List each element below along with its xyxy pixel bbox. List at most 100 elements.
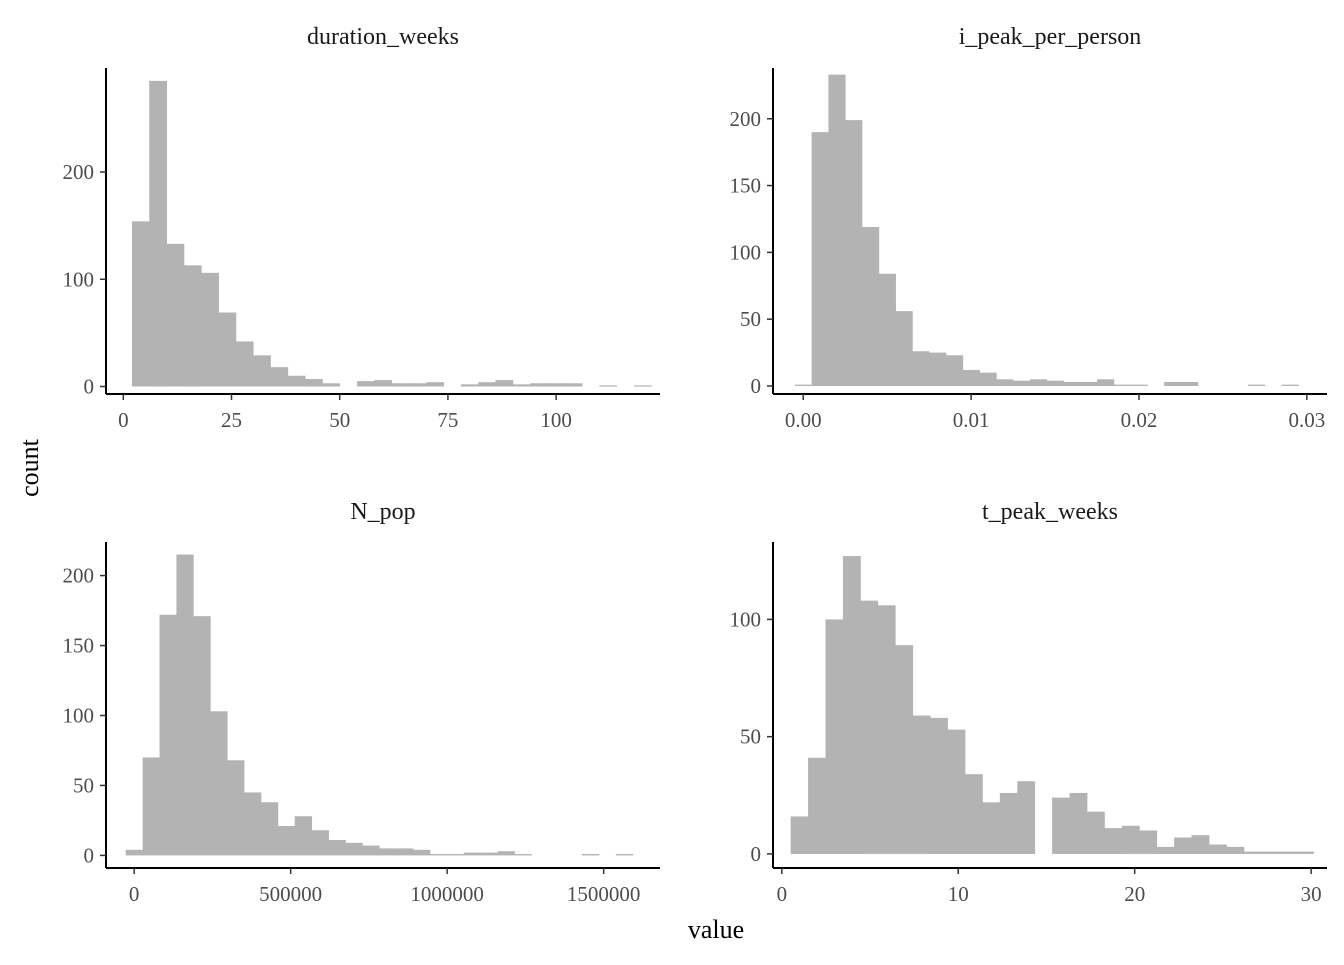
x-tick-label: 30 [1301, 882, 1322, 906]
histogram-bar [305, 378, 323, 387]
histogram-bar [962, 369, 980, 386]
histogram-bar [979, 372, 997, 386]
histogram-bar [193, 616, 211, 856]
x-tick-label: 25 [221, 408, 242, 432]
histogram-bar [1261, 851, 1280, 854]
histogram-bar [1281, 384, 1299, 386]
histogram-bar [1052, 797, 1070, 854]
panel-duration-weeks: duration_weeks 0 100 200 0 25 50 75 100 [63, 24, 660, 432]
y-axis-title: count [15, 438, 44, 497]
y-tick-label: 0 [84, 843, 95, 867]
histogram-bar [142, 757, 160, 856]
histogram-bar [861, 226, 880, 386]
histogram-bar [1046, 380, 1064, 386]
x-tick-label: 0.00 [785, 408, 822, 432]
histogram-bar [362, 845, 380, 856]
histogram-bar [1209, 844, 1227, 854]
x-tick-label: 50 [329, 408, 350, 432]
panel-i-peak-per-person: i_peak_per_person 0 50 100 150 200 0.00 0.01 0.0… [730, 24, 1327, 432]
histogram-bar [1113, 384, 1131, 386]
histogram-bar [253, 355, 271, 387]
x-tick-label: 1500000 [567, 882, 641, 906]
histogram-bar [166, 243, 185, 387]
x-tick-label: 0.03 [1288, 408, 1325, 432]
histogram-bar [294, 816, 313, 856]
histogram-bar [460, 384, 479, 387]
histogram-bar [413, 849, 431, 856]
histogram-bar [201, 272, 219, 387]
y-tick-label: 100 [730, 607, 762, 631]
histogram-bar [1017, 781, 1036, 854]
histogram-bar [176, 554, 194, 856]
histogram-bar [1063, 381, 1081, 386]
histogram-bar [945, 355, 964, 386]
histogram-bar [877, 605, 896, 854]
histogram-bar [947, 729, 966, 854]
histogram-bar [1139, 830, 1158, 854]
histogram-bar [634, 385, 652, 387]
histogram-bar [345, 842, 363, 856]
histogram-bar [497, 851, 515, 856]
histogram-bar [530, 383, 548, 387]
histogram-bar [1164, 381, 1182, 386]
histogram-bar [374, 380, 393, 387]
y-tick-label: 0 [84, 374, 95, 398]
histogram-bar [895, 645, 914, 854]
histogram-bar [582, 854, 600, 856]
x-tick-label: 0 [777, 882, 788, 906]
histogram-bar [131, 221, 150, 387]
panel-N-pop: N_pop 0 50 100 150 200 0 500000 1000000 1500000 [63, 499, 660, 906]
histogram-bar [1226, 846, 1245, 854]
histogram-bar [811, 132, 829, 386]
histogram-bar [1174, 837, 1192, 854]
histogram-bar [860, 600, 879, 854]
histogram-bar [379, 848, 397, 856]
histogram-bar [964, 774, 983, 854]
x-tick-label: 0 [118, 408, 129, 432]
histogram-bar [912, 351, 930, 386]
histogram-bar [1248, 384, 1266, 386]
histogram-bar [429, 854, 448, 856]
histogram-bar [183, 265, 202, 387]
histogram-bar [514, 854, 532, 856]
histogram-bar [999, 792, 1018, 854]
histogram-bar [446, 854, 465, 856]
histogram-bar [480, 852, 498, 856]
histogram-bar [1191, 835, 1210, 854]
histogram-bar [1069, 792, 1088, 854]
histogram-bar [322, 383, 341, 387]
histogram-bar [930, 717, 948, 854]
y-tick-label: 0 [751, 374, 762, 398]
y-tick-label: 200 [730, 107, 762, 131]
y-tick-label: 50 [73, 773, 94, 797]
histogram-bar [287, 375, 306, 387]
histogram-bar [270, 367, 289, 387]
histogram-bar [244, 792, 262, 856]
histogram-bar [396, 848, 414, 856]
histogram-bar [149, 80, 167, 387]
histogram-bar [982, 802, 1001, 854]
histogram-bar [218, 312, 237, 387]
histogram-bar [808, 757, 826, 854]
histogram-bar [1156, 846, 1175, 854]
x-tick-label: 10 [948, 882, 969, 906]
histogram-bar [547, 383, 566, 387]
x-tick-label: 0 [129, 882, 140, 906]
histogram-bar [277, 826, 296, 856]
histogram-bar [912, 715, 931, 854]
y-tick-label: 100 [63, 703, 95, 727]
x-tick-label: 0.02 [1121, 408, 1158, 432]
histogram-bar [426, 382, 444, 387]
histogram-bar [328, 840, 346, 856]
histogram-bar [599, 385, 618, 387]
y-tick-label: 150 [63, 634, 95, 658]
histogram-bar [1104, 828, 1123, 854]
histogram-bar [1080, 381, 1098, 386]
histogram-bar [878, 273, 896, 386]
y-tick-label: 200 [63, 160, 95, 184]
panel-title: duration_weeks [307, 24, 459, 50]
histogram-bar [311, 830, 329, 856]
x-tick-label: 20 [1124, 882, 1145, 906]
panel-t-peak-weeks: t_peak_weeks 0 50 100 0 10 20 30 [730, 499, 1327, 906]
